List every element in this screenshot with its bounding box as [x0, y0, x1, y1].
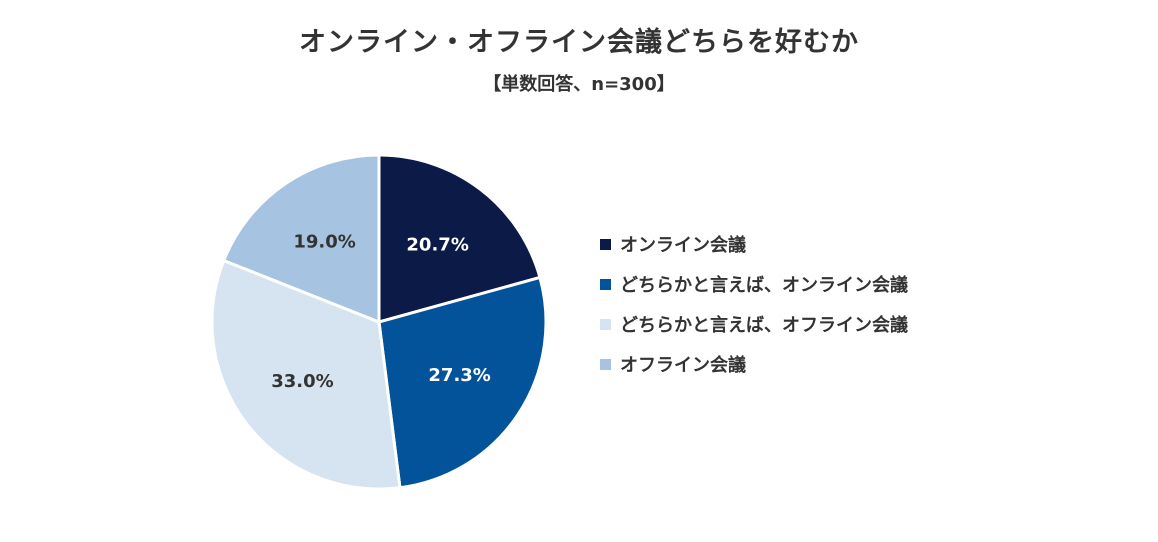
pie-slice-offline: [222, 153, 381, 324]
legend-item-rather-offline: どちらかと言えば、オフライン会議: [600, 304, 908, 344]
legend-swatch: [600, 238, 611, 250]
pie-slice-rather-online: [377, 275, 548, 490]
pie-slice-rather-offline: [210, 259, 402, 491]
legend-swatch: [600, 358, 611, 370]
chart-subtitle: 【単数回答、n=300】: [483, 74, 675, 95]
legend-swatch: [600, 318, 611, 330]
legend-label: どちらかと言えば、オンライン会議: [620, 275, 908, 296]
pie-slice-online: [377, 153, 542, 324]
data-label: 33.0%: [271, 371, 333, 392]
legend-label: オフライン会議: [620, 355, 746, 376]
legend-item-rather-online: どちらかと言えば、オンライン会議: [600, 264, 908, 304]
data-label: 20.7%: [406, 234, 468, 255]
legend-swatch: [600, 278, 611, 290]
legend-label: オンライン会議: [620, 235, 746, 256]
data-label: 27.3%: [428, 365, 490, 386]
legend: オンライン会議 どちらかと言えば、オンライン会議 どちらかと言えば、オフライン会…: [600, 224, 908, 384]
data-label: 19.0%: [293, 231, 355, 252]
chart-title: オンライン・オフライン会議どちらを好むか: [299, 27, 859, 58]
legend-item-online: オンライン会議: [600, 224, 908, 264]
legend-item-offline: オフライン会議: [600, 344, 908, 384]
legend-label: どちらかと言えば、オフライン会議: [620, 315, 908, 336]
